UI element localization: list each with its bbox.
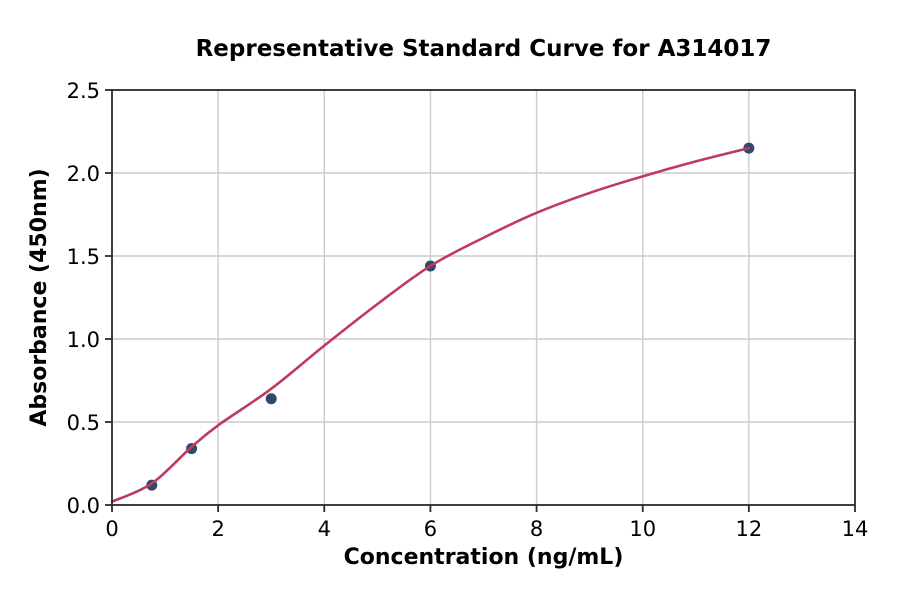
x-tick-label: 4	[318, 517, 331, 541]
y-tick-label: 0.0	[67, 494, 100, 518]
x-tick-label: 2	[211, 517, 224, 541]
plot-border	[111, 89, 856, 506]
x-tick-label: 14	[842, 517, 869, 541]
x-axis-ticks: 0 2 4 6 8 10 12 14	[105, 505, 868, 541]
data-points	[146, 142, 755, 491]
curve-layer	[110, 146, 751, 503]
chart-title: Representative Standard Curve for A31401…	[196, 36, 772, 62]
y-tick-label: 1.0	[67, 328, 100, 352]
x-tick-label: 12	[735, 517, 762, 541]
x-axis-label: Concentration (ng/mL)	[344, 545, 624, 570]
x-tick-label: 0	[105, 517, 118, 541]
data-point	[265, 393, 277, 405]
y-tick-label: 1.5	[67, 245, 100, 269]
plot-frame	[111, 89, 856, 506]
y-tick-label: 2.0	[67, 162, 100, 186]
y-axis-ticks: 0.0 0.5 1.0 1.5 2.0 2.5	[67, 79, 112, 518]
y-tick-label: 0.5	[67, 411, 100, 435]
x-tick-label: 10	[629, 517, 656, 541]
fit-curve	[110, 146, 751, 503]
y-axis-label: Absorbance (450nm)	[27, 168, 52, 426]
x-tick-label: 6	[424, 517, 437, 541]
gridlines	[111, 89, 856, 506]
y-tick-label: 2.5	[67, 79, 100, 103]
x-tick-label: 8	[530, 517, 543, 541]
